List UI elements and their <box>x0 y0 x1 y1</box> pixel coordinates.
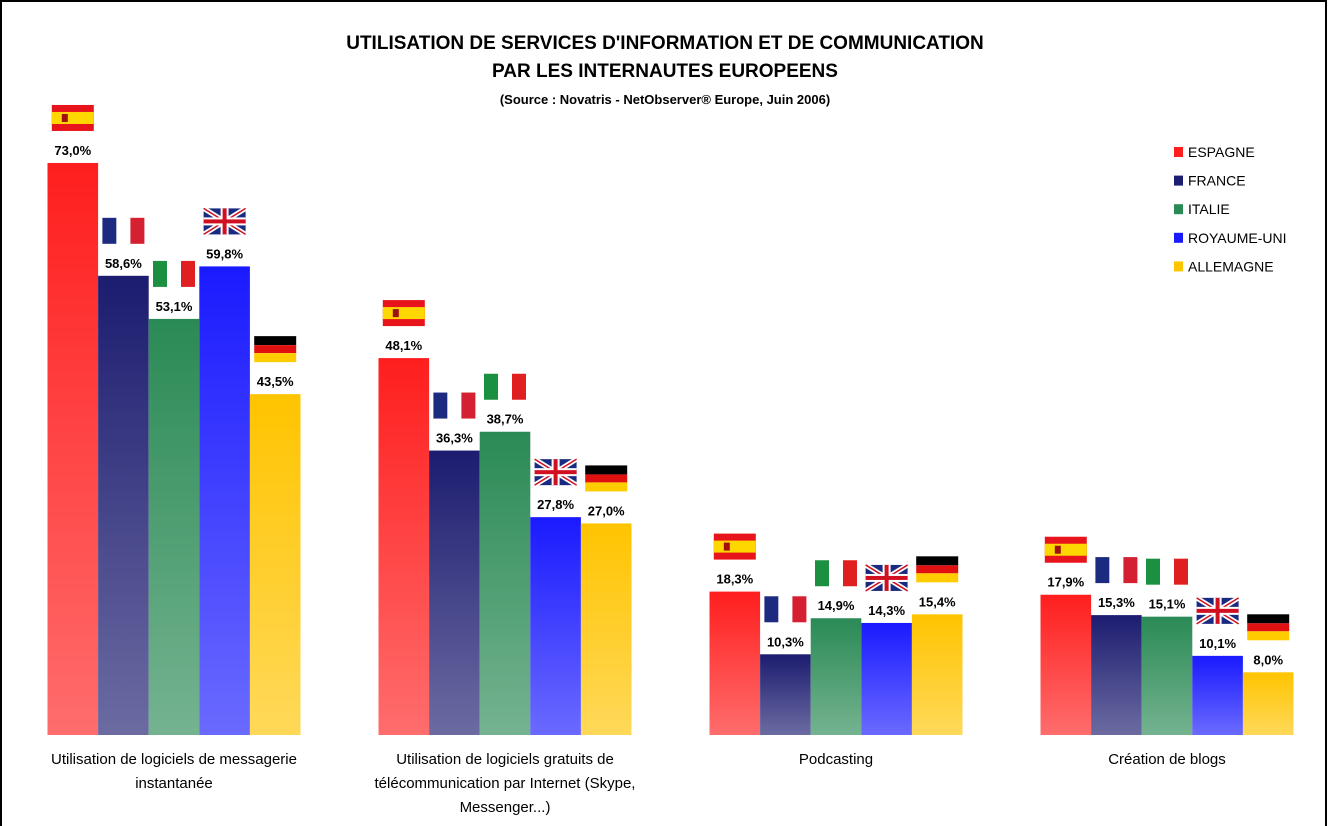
value-label: 38,7% <box>487 412 524 427</box>
flag <box>764 596 807 623</box>
flag <box>916 556 959 583</box>
value-label: 14,9% <box>818 598 855 613</box>
legend-swatch <box>1174 175 1183 186</box>
bar <box>1141 616 1193 735</box>
value-label: 15,4% <box>919 594 956 609</box>
value-label: 36,3% <box>436 431 473 446</box>
flag <box>1095 557 1138 584</box>
bar <box>1242 672 1294 735</box>
legend-swatch <box>1174 232 1183 243</box>
flag <box>1044 536 1087 563</box>
bar <box>1091 615 1142 735</box>
value-label: 43,5% <box>257 374 294 389</box>
flag <box>1195 595 1240 626</box>
flag <box>254 336 297 363</box>
value-label: 48,1% <box>385 338 422 353</box>
bar <box>378 358 430 735</box>
bar <box>479 431 531 735</box>
flag <box>1247 614 1290 641</box>
category-label: Création de blogs <box>1108 751 1226 768</box>
legend-label: ALLEMAGNE <box>1188 258 1274 274</box>
value-label: 73,0% <box>54 143 91 158</box>
category-label: Podcasting <box>798 751 874 768</box>
flag <box>533 457 578 488</box>
bar <box>760 654 811 735</box>
bar <box>1192 655 1243 735</box>
value-label: 59,8% <box>206 246 243 261</box>
bar <box>199 266 250 735</box>
value-label: 15,1% <box>1149 597 1186 612</box>
bar <box>911 614 963 735</box>
value-label: 17,9% <box>1047 575 1084 590</box>
chart-title: UTILISATION DE SERVICES D'INFORMATION ET… <box>346 33 984 54</box>
flag <box>484 373 526 400</box>
bar <box>810 618 862 735</box>
bar <box>861 622 912 735</box>
flag <box>713 533 756 560</box>
legend-label: ITALIE <box>1188 201 1230 217</box>
value-label: 27,0% <box>588 503 625 518</box>
legend-swatch <box>1174 261 1183 272</box>
flag <box>202 206 247 237</box>
legend-label: ROYAUME-UNI <box>1188 230 1287 246</box>
value-label: 8,0% <box>1253 652 1283 667</box>
value-label: 10,3% <box>767 634 804 649</box>
bar <box>580 523 632 735</box>
value-label: 14,3% <box>868 603 905 618</box>
value-label: 53,1% <box>156 299 193 314</box>
value-label: 58,6% <box>105 256 142 271</box>
value-label: 27,8% <box>537 497 574 512</box>
value-label: 10,1% <box>1199 636 1236 651</box>
legend-swatch <box>1174 204 1183 215</box>
category-label: Utilisation de logiciels de messagerie i… <box>51 751 297 792</box>
legend-swatch <box>1174 147 1183 157</box>
bar <box>148 318 200 735</box>
bar <box>530 517 581 735</box>
legend-label: FRANCE <box>1188 173 1246 189</box>
flag <box>864 562 909 594</box>
flag <box>153 260 195 287</box>
value-label: 18,3% <box>716 572 753 587</box>
flag <box>1146 558 1188 585</box>
bar <box>249 394 301 735</box>
bar <box>98 275 149 735</box>
value-label: 15,3% <box>1098 595 1135 610</box>
bar <box>709 591 761 735</box>
legend-label: ESPAGNE <box>1188 144 1255 160</box>
flag <box>433 392 476 419</box>
chart-title: PAR LES INTERNAUTES EUROPEENS <box>492 61 838 82</box>
flag <box>815 560 857 587</box>
bar <box>47 162 99 736</box>
bar <box>1040 594 1092 735</box>
flag <box>585 465 628 492</box>
flag <box>382 300 425 327</box>
flag <box>51 104 94 131</box>
bar <box>429 450 480 735</box>
category-label: Utilisation de logiciels gratuits de tél… <box>374 751 636 816</box>
chart-subtitle: (Source : Novatris - NetObserver® Europe… <box>500 92 830 107</box>
flag <box>102 217 145 244</box>
